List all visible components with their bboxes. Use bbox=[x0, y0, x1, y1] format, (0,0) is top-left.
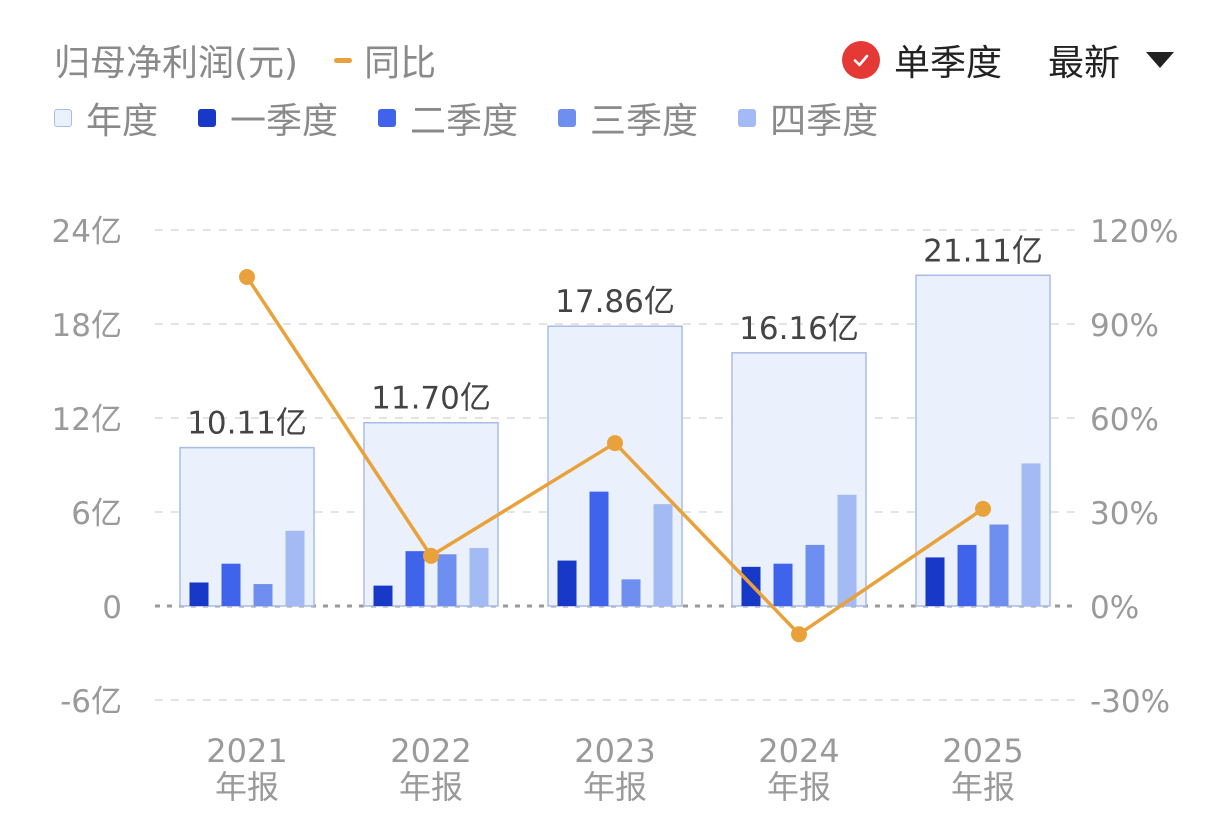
quarter-bar bbox=[189, 582, 209, 606]
annual-value-label: 10.11亿 bbox=[187, 406, 307, 442]
yoy-legend[interactable]: 同比 bbox=[334, 34, 436, 86]
category-label: 年报 bbox=[583, 768, 647, 806]
title-row: 归母净利润(元) 同比 bbox=[54, 30, 436, 90]
quarter-bar bbox=[469, 548, 489, 606]
single-quarter-toggle[interactable]: 单季度 bbox=[893, 43, 1002, 84]
category-label: 年报 bbox=[767, 768, 831, 806]
period-dropdown-label[interactable]: 最新 bbox=[1047, 43, 1120, 84]
right-axis-tick-label: 90% bbox=[1090, 308, 1159, 344]
category-label: 2021 bbox=[206, 732, 287, 770]
checkmark-icon bbox=[853, 54, 869, 67]
category-label: 年报 bbox=[399, 768, 463, 806]
category-label: 年报 bbox=[215, 768, 279, 806]
chart-title: 归母净利润(元) bbox=[54, 43, 299, 84]
chart-header: 归母净利润(元) 同比 单季度 最新 年度 一季度 二季度 三季 bbox=[0, 0, 1224, 160]
yoy-legend-label: 同比 bbox=[364, 43, 437, 84]
series-legend: 年度 一季度 二季度 三季度 四季度 bbox=[54, 92, 918, 144]
legend-swatch-q3 bbox=[558, 109, 577, 127]
right-axis-tick-label: 0% bbox=[1090, 590, 1139, 626]
quarter-bar bbox=[653, 504, 673, 606]
left-axis-tick-label: 18亿 bbox=[52, 308, 122, 344]
caret-down-icon[interactable] bbox=[1146, 52, 1174, 68]
legend-swatch-q1 bbox=[198, 109, 217, 127]
category-label: 2023 bbox=[574, 732, 655, 770]
right-axis-tick-label: 30% bbox=[1090, 496, 1159, 532]
quarter-bar bbox=[773, 563, 793, 606]
left-axis-tick-label: 6亿 bbox=[71, 496, 122, 532]
yoy-point bbox=[975, 500, 991, 517]
quarter-bar bbox=[253, 584, 273, 606]
legend-swatch-q4 bbox=[738, 109, 757, 127]
legend-swatch-annual bbox=[54, 109, 72, 127]
legend-item-q1[interactable]: 一季度 bbox=[198, 92, 338, 144]
legend-label-q1: 一季度 bbox=[230, 101, 339, 142]
quarter-bar bbox=[373, 585, 393, 606]
annual-value-label: 11.70亿 bbox=[371, 381, 491, 417]
chart-controls: 单季度 最新 bbox=[841, 30, 1174, 90]
quarter-bar bbox=[989, 524, 1009, 606]
yoy-point bbox=[239, 269, 255, 285]
left-axis-tick-label: 12亿 bbox=[52, 402, 122, 438]
right-axis-tick-label: 120% bbox=[1090, 214, 1179, 250]
legend-item-annual[interactable]: 年度 bbox=[54, 92, 158, 144]
legend-item-q2[interactable]: 二季度 bbox=[378, 92, 518, 144]
quarter-bar bbox=[957, 544, 977, 606]
quarter-bar bbox=[405, 551, 425, 606]
category-label: 2022 bbox=[390, 732, 471, 770]
legend-label-q3: 三季度 bbox=[590, 101, 699, 142]
quarter-bar bbox=[285, 530, 305, 606]
category-label: 年报 bbox=[951, 768, 1015, 806]
annual-value-label: 17.86亿 bbox=[555, 284, 675, 320]
right-axis-tick-label: 60% bbox=[1090, 402, 1159, 438]
quarter-bar bbox=[837, 494, 857, 606]
left-axis-tick-label: -6亿 bbox=[60, 684, 122, 720]
left-axis-tick-label: 0 bbox=[102, 590, 122, 626]
legend-swatch-q2 bbox=[378, 109, 397, 127]
legend-item-q4[interactable]: 四季度 bbox=[738, 92, 878, 144]
quarter-bar bbox=[621, 579, 641, 606]
yoy-point bbox=[791, 626, 807, 643]
legend-item-q3[interactable]: 三季度 bbox=[558, 92, 698, 144]
yoy-line-icon bbox=[334, 57, 353, 63]
category-label: 2025 bbox=[942, 732, 1023, 770]
yoy-point bbox=[423, 547, 439, 564]
left-axis-tick-label: 24亿 bbox=[52, 214, 122, 250]
legend-label-q2: 二季度 bbox=[410, 101, 519, 142]
quarter-bar bbox=[1021, 463, 1041, 606]
checkbox-checked-icon[interactable] bbox=[841, 41, 880, 79]
annual-value-label: 16.16亿 bbox=[739, 311, 859, 347]
quarter-bar bbox=[437, 554, 457, 606]
legend-label-annual: 年度 bbox=[86, 101, 159, 142]
legend-label-q4: 四季度 bbox=[770, 101, 879, 142]
right-axis-tick-label: -30% bbox=[1090, 684, 1170, 720]
yoy-point bbox=[607, 435, 623, 452]
quarter-bar bbox=[925, 557, 945, 606]
annual-value-label: 21.11亿 bbox=[923, 233, 1043, 269]
quarter-bar bbox=[557, 560, 577, 606]
quarter-bar bbox=[805, 544, 825, 606]
category-label: 2024 bbox=[758, 732, 839, 770]
quarter-bar bbox=[221, 563, 241, 606]
quarter-bar bbox=[589, 491, 609, 606]
